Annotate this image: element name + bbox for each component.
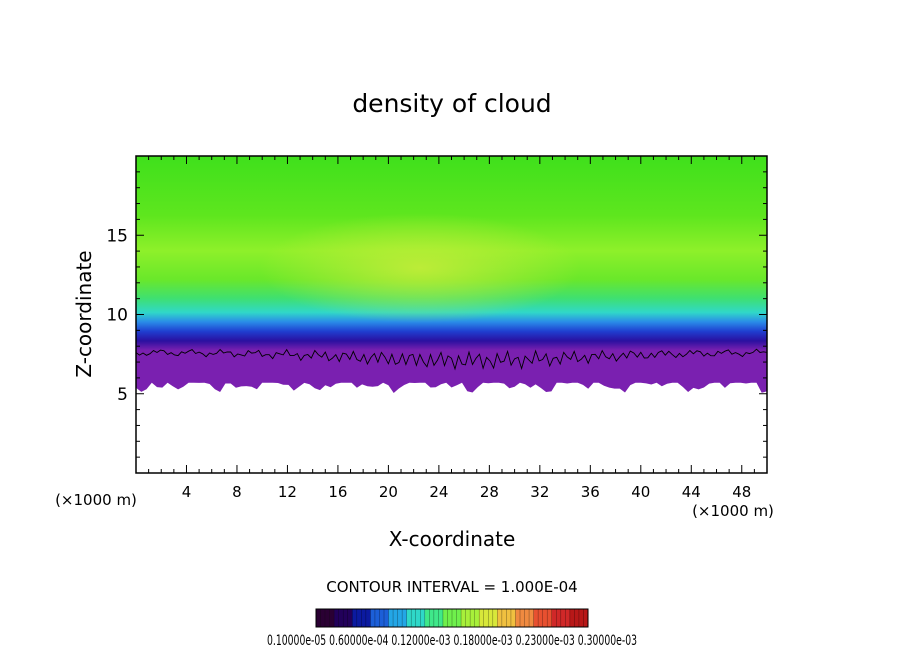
colorbar-swatch: [325, 609, 330, 627]
colorbar-swatch: [474, 609, 480, 627]
colorbar-swatch: [393, 609, 398, 627]
colorbar-swatch: [533, 609, 539, 627]
colorbar-swatch: [329, 609, 335, 627]
colorbar-swatch: [510, 609, 516, 627]
x-tick-label: 16: [328, 483, 347, 501]
colorbar-swatch: [461, 609, 466, 627]
colorbar-swatch: [356, 609, 362, 627]
colorbar-swatch: [384, 609, 389, 627]
colorbar-swatch: [397, 609, 403, 627]
colorbar-swatch: [479, 609, 485, 627]
colorbar-frame: [315, 608, 589, 628]
x-tick-label: 28: [480, 483, 499, 501]
colorbar-swatch: [574, 609, 580, 627]
contour-line: [136, 348, 767, 371]
x-tick-label: 20: [379, 483, 398, 501]
colorbar-swatch: [424, 609, 430, 627]
colorbar-swatch: [347, 609, 353, 627]
colorbar-swatch: [520, 609, 525, 627]
colorbar-swatch: [415, 609, 421, 627]
colorbar-labels: 0.10000e-05 0.60000e-04 0.12000e-03 0.18…: [267, 633, 637, 649]
colorbar-swatch: [578, 609, 584, 627]
x-tick-label: 36: [581, 483, 600, 501]
colorbar-swatch: [420, 609, 426, 627]
plot-frame: [135, 155, 768, 474]
colorbar-swatch: [556, 609, 562, 627]
y-tick-label: 15: [106, 226, 128, 246]
colorbar-swatch: [542, 609, 548, 627]
colorbar-swatch: [565, 609, 571, 627]
colorbar-swatch: [352, 609, 358, 627]
contour-interval-label: CONTOUR INTERVAL = 1.000E-04: [326, 578, 577, 596]
colorbar-swatch: [388, 609, 394, 627]
x-tick-label: 44: [682, 483, 701, 501]
colorbar-swatch: [515, 609, 521, 627]
colorbar-swatch: [524, 609, 530, 627]
colorbar: [315, 608, 589, 628]
colorbar-swatch: [488, 609, 494, 627]
x-unit-left: (×1000 m): [55, 491, 137, 509]
colorbar-swatch: [492, 609, 498, 627]
colorbar-swatch: [583, 609, 589, 627]
colorbar-swatch: [438, 609, 444, 627]
y-tick-label: 5: [117, 385, 128, 405]
colorbar-swatch: [429, 609, 435, 627]
colorbar-swatch: [529, 609, 534, 627]
colorbar-swatch: [447, 609, 453, 627]
colorbar-swatch: [506, 609, 512, 627]
colorbar-swatch: [560, 609, 566, 627]
colorbar-swatch: [433, 609, 439, 627]
colorbar-swatch: [452, 609, 457, 627]
colorbar-swatch: [569, 609, 575, 627]
colorbar-swatch: [538, 609, 543, 627]
x-tick-label: 48: [732, 483, 751, 501]
y-tick-label: 10: [106, 306, 128, 326]
colorbar-swatch: [406, 609, 412, 627]
colorbar-swatch: [497, 609, 503, 627]
x-tick-label: 32: [530, 483, 549, 501]
colorbar-swatch: [501, 609, 507, 627]
colorbar-swatch: [402, 609, 407, 627]
x-unit-right: (×1000 m): [692, 502, 774, 520]
colorbar-swatch: [320, 609, 326, 627]
colorbar-swatch: [456, 609, 462, 627]
colorbar-swatch: [465, 609, 471, 627]
colorbar-swatch: [411, 609, 417, 627]
colorbar-swatch: [547, 609, 553, 627]
colorbar-swatch: [551, 609, 557, 627]
colorbar-swatch: [343, 609, 349, 627]
x-tick-label: 40: [631, 483, 650, 501]
colorbar-swatch: [442, 609, 448, 627]
colorbar-swatch: [470, 609, 475, 627]
colorbar-swatch: [361, 609, 367, 627]
x-tick-label: 24: [429, 483, 448, 501]
y-axis-label: Z-coordinate: [72, 250, 96, 377]
colorbar-swatch: [334, 609, 339, 627]
colorbar-swatch: [374, 609, 380, 627]
colorbar-swatch: [365, 609, 371, 627]
cloud-core-highlight: [260, 213, 580, 323]
chart-title: density of cloud: [352, 89, 551, 118]
x-tick-label: 12: [278, 483, 297, 501]
colorbar-swatch: [483, 609, 489, 627]
colorbar-swatch: [379, 609, 385, 627]
colorbar-swatch: [338, 609, 344, 627]
x-tick-label: 4: [182, 483, 192, 501]
x-tick-label: 8: [232, 483, 242, 501]
colorbar-swatch: [370, 609, 376, 627]
colorbar-swatch: [316, 609, 321, 627]
x-axis-label: X-coordinate: [389, 527, 516, 551]
